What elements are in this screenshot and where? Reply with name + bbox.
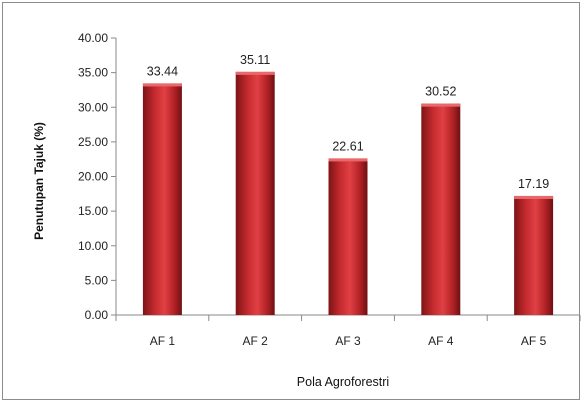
- y-axis: 0.00 5.00 10.00 15.00 20.00 25.00 30.00 35.00 40…: [78, 31, 117, 322]
- x-tick-label: AF 3: [335, 334, 361, 348]
- bar-top-highlight: [421, 103, 461, 107]
- x-tick-label: AF 4: [428, 334, 454, 348]
- y-tick-label: 5.00: [85, 273, 109, 287]
- data-label: 30.52: [425, 85, 456, 99]
- y-tick-label: 0.00: [85, 308, 109, 322]
- chart-frame: 0.00 5.00 10.00 15.00 20.00 25.00 30.00 35.00 40…: [2, 2, 581, 400]
- y-tick-label: 20.00: [78, 170, 108, 184]
- bars: 33.44 35.11 22.61 30.52 17.19: [142, 53, 554, 315]
- data-label: 35.11: [240, 53, 270, 67]
- data-label: 17.19: [518, 177, 549, 191]
- x-axis-title: Pola Agroforestri: [297, 375, 389, 389]
- bar-af-2: [235, 71, 275, 315]
- bar-top-highlight: [142, 83, 182, 87]
- y-tick-label: 10.00: [78, 239, 108, 253]
- bar-af-5: [514, 195, 554, 315]
- y-tick-label: 40.00: [78, 31, 108, 45]
- x-tick-label: AF 5: [521, 334, 547, 348]
- bar-top-highlight: [235, 71, 275, 75]
- bar-top-highlight: [514, 195, 554, 199]
- bar-top-highlight: [328, 158, 368, 162]
- bar-af-3: [328, 158, 368, 315]
- data-label: 22.61: [332, 139, 363, 153]
- bar-af-1: [142, 83, 182, 315]
- x-tick-label: AF 2: [243, 334, 269, 348]
- y-tick-label: 35.00: [78, 66, 108, 80]
- x-axis: AF 1 AF 2 AF 3 AF 4 AF 5: [115, 314, 581, 348]
- x-tick-label: AF 1: [150, 334, 176, 348]
- y-tick-label: 15.00: [78, 204, 108, 218]
- data-label: 33.44: [147, 64, 178, 78]
- y-tick-label: 25.00: [78, 135, 108, 149]
- y-axis-title: Penutupan Tajuk (%): [32, 122, 46, 240]
- y-tick-label: 30.00: [78, 100, 108, 114]
- bar-chart: 0.00 5.00 10.00 15.00 20.00 25.00 30.00 35.00 40…: [32, 31, 581, 389]
- bar-af-4: [421, 103, 461, 315]
